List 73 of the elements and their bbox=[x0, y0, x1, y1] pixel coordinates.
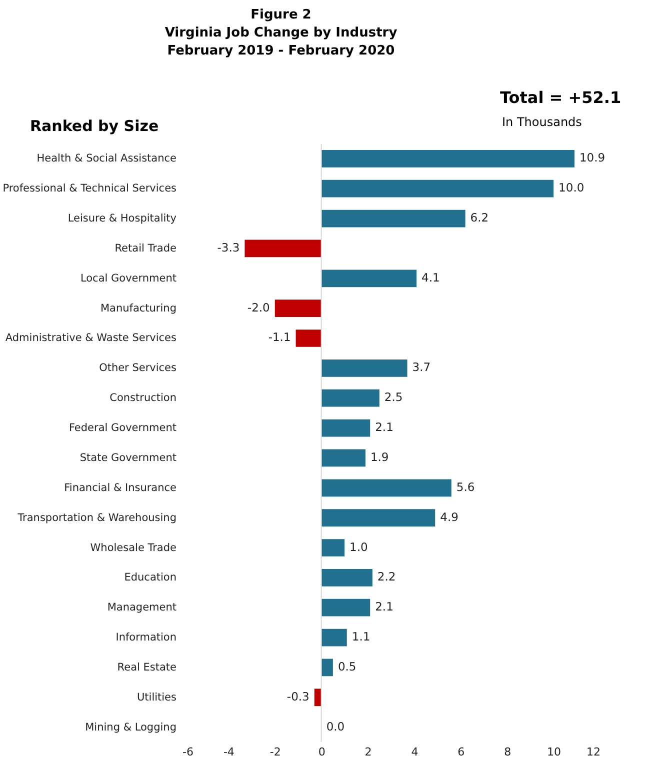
bar bbox=[321, 509, 436, 527]
y-tick-label: Construction bbox=[110, 392, 176, 404]
y-tick-label: Local Government bbox=[80, 272, 176, 284]
y-tick-label: Wholesale Trade bbox=[90, 542, 176, 554]
bar bbox=[321, 628, 347, 646]
bar bbox=[321, 658, 333, 676]
y-tick-label: Utilities bbox=[136, 691, 176, 704]
bar bbox=[274, 300, 322, 317]
bar bbox=[314, 688, 322, 706]
y-tick-label: Education bbox=[124, 572, 176, 584]
y-tick-label: Manufacturing bbox=[100, 302, 176, 314]
x-tick-label: 0 bbox=[318, 746, 326, 758]
data-label: 5.6 bbox=[456, 480, 475, 494]
x-tick-label: -6 bbox=[182, 746, 194, 758]
data-label: -2.0 bbox=[247, 300, 270, 314]
bar bbox=[321, 539, 345, 556]
x-tick-label: 6 bbox=[458, 746, 465, 758]
data-label: 2.1 bbox=[375, 420, 394, 434]
y-tick-label: Leisure & Hospitality bbox=[68, 212, 176, 225]
data-label: 1.9 bbox=[370, 450, 389, 464]
y-tick-label: Other Services bbox=[99, 362, 176, 374]
y-tick-label: State Government bbox=[80, 452, 176, 464]
data-label: 2.5 bbox=[384, 390, 403, 404]
x-tick-label: 10 bbox=[547, 746, 562, 758]
y-tick-label: Mining & Logging bbox=[85, 721, 176, 734]
data-label: 4.9 bbox=[440, 510, 458, 524]
text: Ranked by Size bbox=[30, 117, 159, 135]
data-label: 0.0 bbox=[326, 719, 345, 734]
data-label: -3.3 bbox=[217, 240, 240, 254]
y-tick-label: Health & Social Assistance bbox=[36, 152, 176, 165]
data-label: 10.0 bbox=[558, 180, 584, 195]
y-tick-label: Retail Trade bbox=[114, 242, 176, 254]
bar bbox=[321, 359, 408, 377]
data-label: 6.2 bbox=[470, 210, 489, 225]
bar bbox=[321, 598, 370, 616]
data-label: 1.0 bbox=[350, 540, 368, 554]
bar bbox=[321, 270, 417, 288]
y-tick-label: Information bbox=[116, 632, 176, 644]
x-tick-label: 4 bbox=[411, 746, 418, 758]
bar bbox=[321, 569, 372, 586]
bar bbox=[321, 479, 452, 497]
data-label: 2.2 bbox=[377, 570, 396, 584]
bar bbox=[244, 240, 322, 258]
data-label: 1.1 bbox=[352, 630, 370, 644]
x-tick-label: 8 bbox=[504, 746, 512, 758]
x-tick-label: -4 bbox=[223, 746, 234, 758]
data-label: -0.3 bbox=[286, 689, 310, 704]
data-label: 10.9 bbox=[579, 150, 606, 165]
data-label: 3.7 bbox=[412, 360, 431, 374]
x-tick-label: -2 bbox=[270, 746, 281, 758]
bar bbox=[321, 150, 574, 168]
x-tick-label: 2 bbox=[364, 746, 372, 758]
bar bbox=[321, 389, 380, 407]
bar bbox=[321, 210, 466, 228]
y-tick-label: Administrative & Waste Services bbox=[5, 332, 176, 344]
y-tick-label: Financial & Insurance bbox=[64, 482, 176, 494]
bar bbox=[321, 449, 366, 467]
text: Total = +52.1 bbox=[500, 88, 622, 107]
data-label: 2.1 bbox=[375, 600, 394, 614]
x-tick-label: 12 bbox=[586, 746, 600, 758]
y-tick-label: Professional & Technical Services bbox=[2, 182, 176, 195]
chart-title: Figure 2 Virginia Job Change by Industry February 2019 - February 2020 bbox=[164, 8, 398, 58]
bar bbox=[321, 180, 554, 198]
data-label: 0.5 bbox=[338, 659, 356, 674]
y-tick-label: Transportation & Warehousing bbox=[16, 512, 176, 524]
bar bbox=[296, 330, 322, 347]
y-tick-label: Real Estate bbox=[117, 661, 176, 674]
y-tick-label: Federal Government bbox=[68, 422, 176, 434]
y-tick-label: Management bbox=[107, 602, 176, 614]
data-label: 4.1 bbox=[422, 270, 440, 284]
bar bbox=[321, 419, 370, 437]
text: In Thousands bbox=[502, 115, 582, 129]
data-label: -1.1 bbox=[268, 330, 291, 344]
